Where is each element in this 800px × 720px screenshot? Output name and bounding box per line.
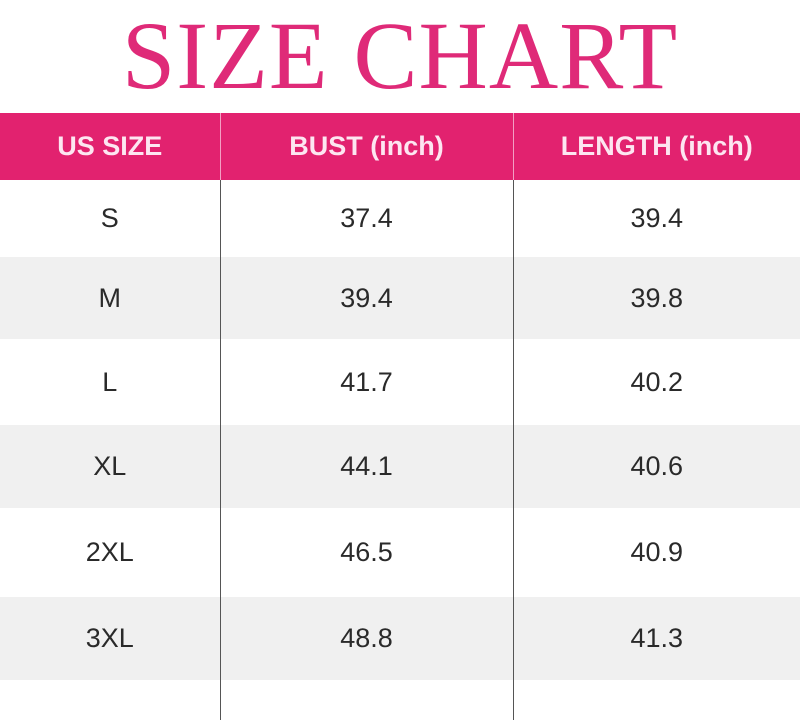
bust-cell: 44.1 [219,425,513,508]
table-row: S 37.4 39.4 [0,180,800,257]
length-cell: 40.2 [512,339,800,425]
header-length: LENGTH (inch) [512,113,800,180]
bust-cell: 37.4 [219,180,513,257]
empty-cell [512,680,800,720]
size-table: US SIZE BUST (inch) LENGTH (inch) S 37.4… [0,113,800,720]
bust-cell: 46.5 [219,508,513,597]
table-row: 2XL 46.5 40.9 [0,508,800,597]
table-row: XL 44.1 40.6 [0,425,800,508]
header-bust: BUST (inch) [219,113,513,180]
length-cell: 40.6 [512,425,800,508]
table-empty-row [0,680,800,720]
header-us-size: US SIZE [0,113,220,180]
bust-cell: 39.4 [219,257,513,339]
page-title: SIZE CHART [121,2,679,109]
table-header-row: US SIZE BUST (inch) LENGTH (inch) [0,113,800,180]
length-cell: 40.9 [512,508,800,597]
size-cell: XL [0,425,220,508]
length-cell: 41.3 [512,597,800,680]
empty-cell [0,680,220,720]
size-cell: L [102,366,118,397]
size-cell: 2XL [85,537,134,567]
length-cell: 39.4 [512,180,800,257]
size-cell: 3XL [0,597,220,680]
length-cell: 39.8 [512,257,800,339]
bust-cell: 48.8 [219,597,513,680]
table-row: L 41.7 40.2 [0,339,800,425]
table-row: 3XL 48.8 41.3 [0,597,800,680]
table-row: M 39.4 39.8 [0,257,800,339]
bust-cell: 41.7 [219,339,513,425]
empty-cell [219,680,513,720]
size-cell: M [0,257,220,339]
size-cell: S [100,203,119,233]
